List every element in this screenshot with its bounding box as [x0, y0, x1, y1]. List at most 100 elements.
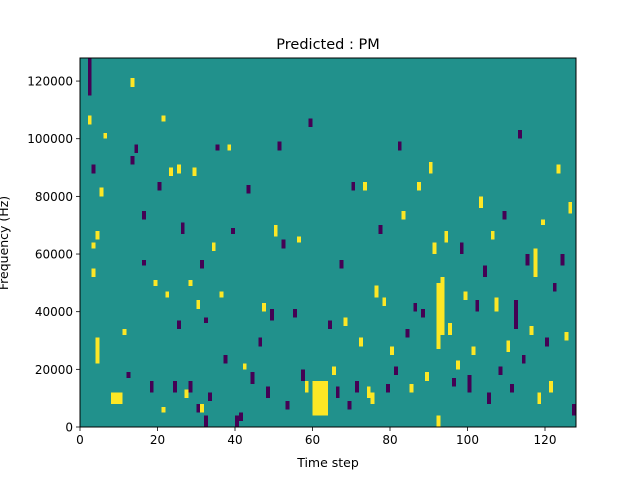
heatmap-cell-segment — [142, 259, 146, 266]
heatmap-cell-segment — [258, 337, 263, 347]
heatmap-cell-segment — [494, 297, 499, 312]
heatmap-cell-segment — [440, 277, 445, 335]
heatmap-cell-segment — [184, 389, 189, 399]
heatmap-cell-segment — [130, 78, 135, 87]
heatmap-cell-segment — [490, 230, 495, 240]
heatmap-cell-segment — [235, 415, 239, 427]
heatmap-cell-segment — [161, 406, 166, 413]
heatmap-cell-segment — [262, 303, 267, 312]
heatmap-cell-segment — [215, 144, 220, 151]
x-tick-label: 100 — [456, 433, 479, 447]
heatmap-cell-segment — [335, 386, 340, 399]
heatmap-cell-segment — [91, 164, 96, 174]
heatmap-cell-segment — [432, 242, 437, 255]
heatmap-cell-segment — [417, 181, 422, 191]
heatmap-cell-segment — [238, 412, 243, 422]
heatmap-cell-segment — [517, 130, 522, 139]
heatmap-cell-segment — [560, 254, 565, 266]
heatmap-cell-segment — [436, 415, 441, 427]
x-tick-label: 0 — [76, 433, 84, 447]
heatmap-cell-segment — [370, 392, 375, 404]
heatmap-cell-segment — [548, 380, 553, 393]
heatmap-cell-segment — [281, 239, 286, 249]
heatmap-cell-segment — [328, 320, 332, 329]
heatmap-cell-segment — [459, 242, 464, 255]
heatmap-cell-segment — [176, 164, 181, 174]
heatmap-cell-segment — [409, 383, 414, 393]
heatmap-cell-segment — [351, 181, 356, 191]
heatmap-cell-segment — [114, 392, 119, 404]
heatmap-cell-segment — [277, 141, 282, 151]
heatmap-cell-segment — [514, 300, 518, 329]
chart-title: Predicted : PM — [276, 37, 379, 53]
heatmap-cell-segment — [378, 225, 383, 234]
y-tick-label: 40000 — [35, 305, 73, 319]
heatmap-cell-segment — [467, 375, 472, 393]
heatmap-cell-segment — [436, 282, 441, 350]
heatmap-cell-segment — [211, 242, 216, 252]
heatmap-cell-segment — [196, 403, 201, 413]
heatmap-cell-segment — [231, 228, 236, 234]
heatmap-cell-segment — [204, 415, 208, 427]
heatmap-cell-segment — [188, 279, 193, 286]
heatmap-cell-segment — [320, 380, 325, 416]
heatmap-cell-segment — [545, 337, 549, 347]
heatmap-cell-segment — [95, 230, 100, 240]
heatmap-cell-segment — [297, 236, 301, 243]
x-axis: 0 20 40 60 80 100 120 — [76, 427, 556, 447]
heatmap-cell-segment — [564, 331, 569, 341]
heatmap-cell-segment — [99, 187, 104, 197]
heatmap-cell-segment — [204, 317, 208, 324]
heatmap-cell-segment — [483, 265, 487, 278]
x-tick-label: 20 — [150, 433, 165, 447]
heatmap-cell-segment — [312, 380, 317, 416]
heatmap-cell-segment — [382, 297, 387, 306]
heatmap-cell-segment — [537, 392, 542, 404]
heatmap-cell-segment — [444, 230, 449, 243]
heatmap-cell-segment — [126, 372, 131, 378]
heatmap-cell-segment — [339, 259, 344, 269]
heatmap-cell-segment — [498, 366, 503, 376]
heatmap-cell-segment — [428, 161, 433, 174]
heatmap-cell-segment — [196, 300, 201, 309]
heatmap-cell-segment — [200, 259, 205, 269]
heatmap-cell-segment — [397, 141, 402, 151]
heatmap-cell-segment — [130, 156, 135, 165]
heatmap-cell-segment — [165, 291, 170, 298]
heatmap-cell-segment — [300, 369, 305, 381]
heatmap-cell-segment — [486, 392, 491, 404]
y-tick-label: 80000 — [35, 190, 73, 204]
heatmap-cell-segment — [157, 181, 162, 191]
heatmap-cell-segment — [510, 383, 515, 393]
heatmap-cell-segment — [149, 380, 154, 393]
heatmap-cell-segment — [111, 392, 115, 404]
heatmap-cell-segment — [479, 196, 484, 208]
heatmap-cell-segment — [359, 337, 363, 347]
heatmap-cell-segment — [324, 380, 329, 416]
heatmap-cell-segment — [161, 115, 166, 122]
heatmap-cell-segment — [227, 144, 232, 151]
heatmap-cell-segment — [471, 346, 476, 355]
heatmap-cell-segment — [118, 392, 123, 404]
heatmap-cell-segment — [541, 219, 546, 226]
heatmap-cell-segment — [308, 118, 313, 128]
x-tick-label: 80 — [382, 433, 397, 447]
heatmap-cell-segment — [173, 380, 177, 393]
y-tick-label: 0 — [65, 421, 73, 435]
heatmap-cell-segment — [87, 115, 92, 125]
y-axis: 0 20000 40000 60000 80000 100000 120000 — [27, 75, 80, 435]
heatmap-cell-segment — [285, 401, 290, 410]
x-tick-label: 120 — [534, 433, 557, 447]
heatmap-cell-segment — [223, 354, 228, 364]
heatmap-cell-segment — [246, 184, 251, 194]
heatmap-cell-segment — [200, 403, 205, 413]
heatmap-cell-segment — [188, 380, 193, 393]
heatmap-cell-segment — [91, 242, 96, 249]
heatmap-cell-segment — [362, 181, 367, 191]
heatmap-cell-segment — [207, 392, 212, 402]
heatmap-cell-segment — [521, 354, 526, 364]
heatmap-cell-segment — [533, 248, 538, 278]
x-tick-label: 60 — [305, 433, 320, 447]
y-tick-label: 100000 — [27, 132, 73, 146]
